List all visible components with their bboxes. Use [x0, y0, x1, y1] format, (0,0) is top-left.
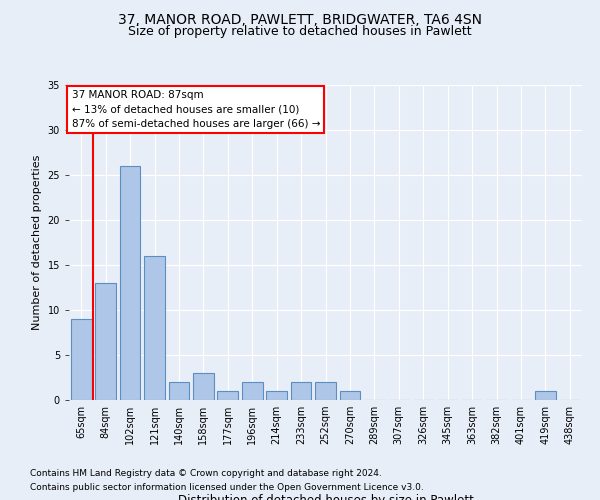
Bar — [217, 391, 238, 400]
Bar — [95, 283, 116, 400]
Bar — [242, 382, 263, 400]
Text: Contains public sector information licensed under the Open Government Licence v3: Contains public sector information licen… — [30, 484, 424, 492]
Bar — [340, 391, 361, 400]
Y-axis label: Number of detached properties: Number of detached properties — [32, 155, 42, 330]
Bar — [315, 382, 336, 400]
Bar — [290, 382, 311, 400]
Bar — [144, 256, 165, 400]
Bar — [266, 391, 287, 400]
Bar — [193, 373, 214, 400]
Bar — [119, 166, 140, 400]
Text: Size of property relative to detached houses in Pawlett: Size of property relative to detached ho… — [128, 25, 472, 38]
Bar — [169, 382, 190, 400]
Bar — [71, 319, 92, 400]
Text: 37, MANOR ROAD, PAWLETT, BRIDGWATER, TA6 4SN: 37, MANOR ROAD, PAWLETT, BRIDGWATER, TA6… — [118, 12, 482, 26]
Bar — [535, 391, 556, 400]
Text: 37 MANOR ROAD: 87sqm
← 13% of detached houses are smaller (10)
87% of semi-detac: 37 MANOR ROAD: 87sqm ← 13% of detached h… — [71, 90, 320, 130]
Text: Contains HM Land Registry data © Crown copyright and database right 2024.: Contains HM Land Registry data © Crown c… — [30, 468, 382, 477]
X-axis label: Distribution of detached houses by size in Pawlett: Distribution of detached houses by size … — [178, 494, 473, 500]
